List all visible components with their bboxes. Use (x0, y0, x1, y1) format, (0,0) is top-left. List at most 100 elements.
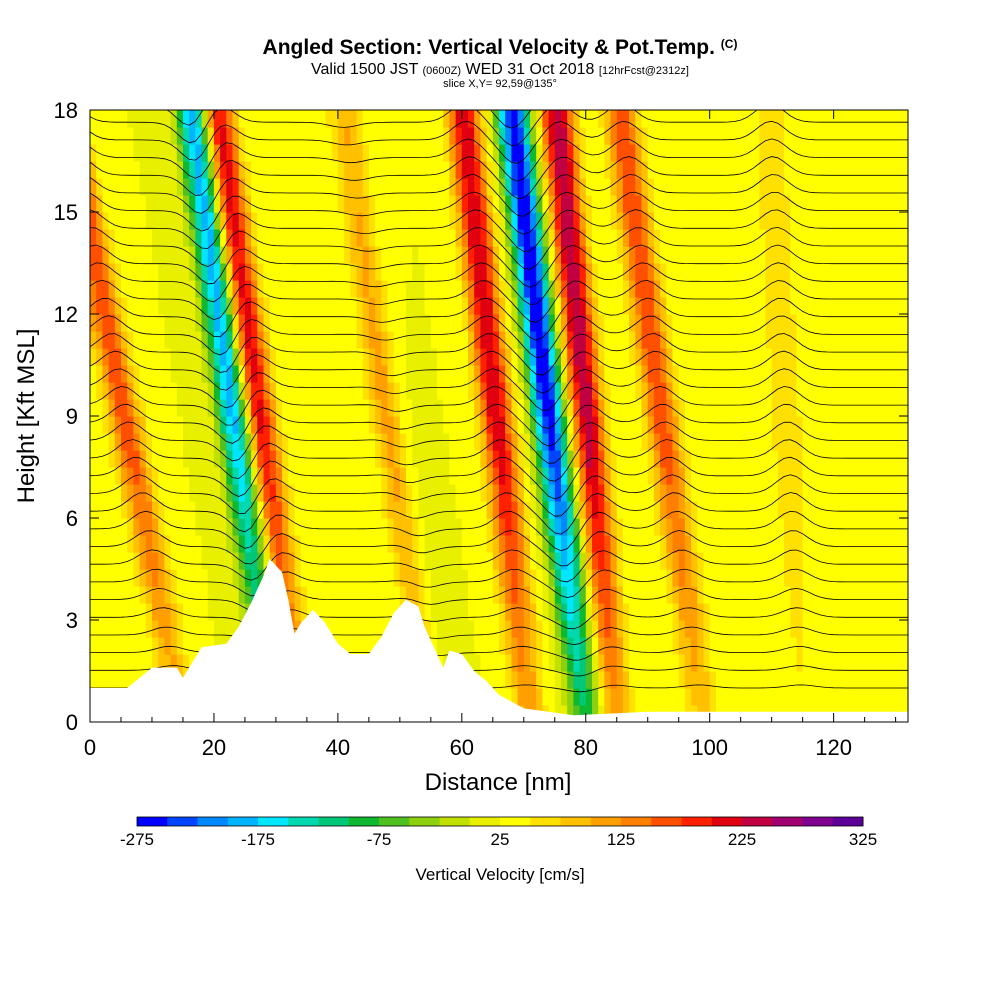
velocity-cell (567, 144, 574, 162)
colorbar-segment (560, 817, 592, 826)
velocity-cell (344, 246, 351, 264)
velocity-cell (368, 161, 376, 179)
velocity-cell (170, 263, 178, 281)
velocity-cell (579, 688, 587, 706)
velocity-cell (337, 382, 345, 400)
velocity-cell (275, 178, 283, 196)
velocity-cell (207, 433, 215, 451)
velocity-cell (443, 263, 450, 281)
velocity-cell (164, 552, 172, 570)
velocity-cell (430, 399, 438, 417)
velocity-cell (746, 399, 754, 417)
velocity-cell (437, 535, 444, 553)
velocity-cell (870, 263, 878, 281)
velocity-cell (523, 144, 531, 162)
velocity-cell (852, 620, 859, 638)
velocity-cell (684, 161, 692, 179)
velocity-cell (684, 688, 692, 706)
velocity-cell (734, 569, 742, 587)
velocity-cell (548, 331, 556, 349)
velocity-cell (244, 280, 252, 298)
velocity-cell (158, 484, 165, 502)
velocity-cell (790, 348, 798, 366)
velocity-cell (108, 450, 116, 468)
velocity-cell (257, 467, 265, 485)
velocity-cell (883, 586, 890, 604)
velocity-cell (573, 212, 581, 230)
velocity-cell (839, 433, 847, 451)
velocity-cell (306, 314, 314, 332)
velocity-cell (523, 586, 531, 604)
velocity-cell (492, 161, 500, 179)
velocity-cell (784, 535, 791, 553)
velocity-cell (592, 603, 599, 621)
velocity-cell (480, 399, 488, 417)
velocity-cell (889, 433, 897, 451)
velocity-cell (870, 280, 878, 298)
velocity-cell (598, 484, 605, 502)
velocity-cell (418, 144, 426, 162)
velocity-cell (666, 433, 674, 451)
velocity-cell (592, 637, 599, 655)
velocity-cell (195, 365, 203, 383)
velocity-cell (90, 178, 97, 196)
velocity-cell (901, 229, 908, 247)
velocity-cell (313, 416, 320, 434)
velocity-cell (176, 314, 184, 332)
velocity-cell (746, 127, 754, 145)
velocity-cell (715, 501, 723, 519)
velocity-cell (684, 535, 692, 553)
velocity-cell (517, 586, 525, 604)
velocity-cell (238, 603, 246, 621)
velocity-cell (901, 178, 908, 196)
velocity-cell (251, 433, 258, 451)
velocity-cell (554, 637, 562, 655)
velocity-cell (294, 535, 302, 553)
velocity-cell (418, 484, 426, 502)
velocity-cell (821, 178, 828, 196)
velocity-cell (356, 348, 364, 366)
velocity-cell (430, 161, 438, 179)
theta-contour (90, 138, 908, 182)
velocity-cell (808, 399, 816, 417)
velocity-cell (722, 246, 729, 264)
velocity-cell (592, 518, 599, 536)
velocity-cell (251, 484, 258, 502)
velocity-cell (592, 654, 599, 672)
colorbar-segment (379, 817, 410, 826)
velocity-cell (511, 110, 519, 128)
velocity-cell (734, 246, 742, 264)
velocity-cell (833, 348, 841, 366)
velocity-cell (815, 569, 822, 587)
velocity-cell (350, 603, 358, 621)
velocity-cell (784, 348, 791, 366)
velocity-cell (455, 365, 463, 383)
velocity-cell (796, 637, 804, 655)
velocity-cell (709, 535, 717, 553)
velocity-cell (139, 569, 147, 587)
velocity-cell (901, 399, 908, 417)
velocity-cell (703, 212, 711, 230)
velocity-cell (449, 212, 457, 230)
velocity-cell (536, 688, 543, 706)
velocity-cell (108, 518, 116, 536)
velocity-cell (579, 654, 587, 672)
velocity-cell (561, 620, 568, 638)
velocity-cell (486, 314, 494, 332)
velocity-cell (808, 365, 816, 383)
velocity-cell (808, 450, 816, 468)
velocity-cell (765, 671, 773, 689)
velocity-cell (90, 450, 97, 468)
velocity-cell (864, 144, 872, 162)
velocity-cell (443, 433, 450, 451)
velocity-cell (728, 484, 736, 502)
velocity-cell (567, 314, 574, 332)
velocity-cell (771, 484, 779, 502)
velocity-cell (133, 212, 141, 230)
velocity-cell (468, 382, 475, 400)
velocity-cell (133, 110, 141, 128)
velocity-cell (152, 450, 159, 468)
velocity-cell (356, 399, 364, 417)
velocity-cell (660, 399, 667, 417)
velocity-cell (257, 178, 265, 196)
